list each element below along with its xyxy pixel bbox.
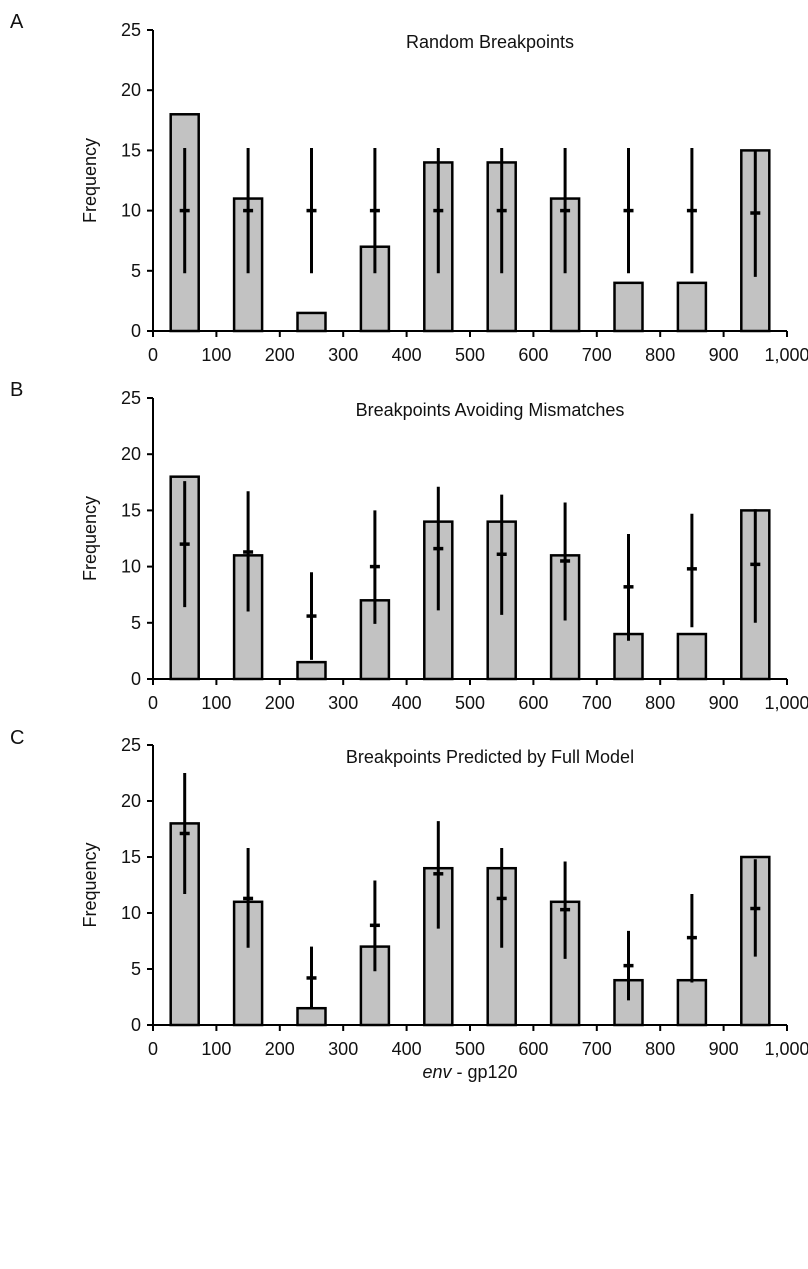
y-tick-label: 0	[131, 669, 141, 689]
y-tick-label: 5	[131, 261, 141, 281]
y-tick-label: 15	[121, 847, 141, 867]
x-tick-label: 600	[518, 693, 548, 713]
x-tick-label: 400	[392, 693, 422, 713]
panel-letter: A	[10, 11, 24, 33]
y-tick-label: 5	[131, 959, 141, 979]
y-tick-label: 15	[121, 140, 141, 160]
x-tick-label: 900	[709, 345, 739, 365]
x-tick-label: 300	[328, 345, 358, 365]
y-tick-label: 10	[121, 201, 141, 221]
y-axis-label: Frequency	[80, 496, 100, 581]
y-axis-label: Frequency	[80, 842, 100, 927]
x-tick-label: 300	[328, 693, 358, 713]
x-tick-label: 1,000	[764, 693, 808, 713]
chart-panel-c: C Breakpoints Predicted by Full Model Freq…	[10, 727, 808, 1059]
y-tick-label: 15	[121, 500, 141, 520]
x-tick-label: 1,000	[764, 1039, 808, 1059]
x-tick-label: 800	[645, 1039, 675, 1059]
bar	[296, 660, 327, 681]
x-tick-label: 500	[455, 1039, 485, 1059]
y-tick-label: 25	[121, 20, 141, 40]
bar	[613, 281, 644, 333]
y-tick-label: 5	[131, 613, 141, 633]
x-tick-label: 900	[709, 693, 739, 713]
x-tick-label: 500	[455, 693, 485, 713]
chart-panel-b: B Breakpoints Avoiding Mismatches Frequenc…	[10, 379, 808, 713]
x-tick-label: 900	[709, 1039, 739, 1059]
x-tick-label: 700	[582, 345, 612, 365]
y-tick-label: 0	[131, 1015, 141, 1035]
y-tick-label: 20	[121, 80, 141, 100]
y-tick-label: 25	[121, 388, 141, 408]
x-axis-label-rest: - gp120	[451, 1062, 517, 1082]
x-tick-label: 800	[645, 345, 675, 365]
x-axis-label: env - gp120	[422, 1062, 517, 1082]
y-tick-label: 10	[121, 557, 141, 577]
x-tick-label: 100	[201, 345, 231, 365]
panel-letter: C	[10, 727, 24, 749]
y-tick-label: 10	[121, 903, 141, 923]
x-tick-label: 800	[645, 693, 675, 713]
x-tick-label: 0	[148, 1039, 158, 1059]
x-tick-label: 200	[265, 1039, 295, 1059]
chart-title: Breakpoints Avoiding Mismatches	[356, 400, 625, 420]
y-tick-label: 20	[121, 444, 141, 464]
x-tick-label: 100	[201, 693, 231, 713]
x-tick-label: 0	[148, 345, 158, 365]
chart-panel-a: A Random Breakpoints Frequency 0 5 10 15 20 25 0 1…	[10, 11, 808, 365]
x-tick-label: 400	[392, 1039, 422, 1059]
x-tick-label: 0	[148, 693, 158, 713]
bar	[676, 632, 708, 681]
x-tick-label: 1,000	[764, 345, 808, 365]
x-axis-label-italic: env	[422, 1062, 452, 1082]
x-tick-label: 100	[201, 1039, 231, 1059]
y-axis-label: Frequency	[80, 138, 100, 223]
panel-letter: B	[10, 379, 23, 401]
y-tick-label: 0	[131, 321, 141, 341]
x-tick-label: 200	[265, 345, 295, 365]
bar	[676, 281, 708, 333]
x-tick-label: 200	[265, 693, 295, 713]
bar	[296, 1006, 327, 1027]
x-tick-label: 500	[455, 345, 485, 365]
x-tick-label: 600	[518, 345, 548, 365]
x-tick-label: 700	[582, 693, 612, 713]
chart-title: Breakpoints Predicted by Full Model	[346, 747, 634, 767]
x-tick-label: 700	[582, 1039, 612, 1059]
bar	[676, 978, 708, 1027]
y-tick-label: 20	[121, 791, 141, 811]
bar	[296, 311, 327, 333]
y-tick-label: 25	[121, 735, 141, 755]
chart-title: Random Breakpoints	[406, 32, 574, 52]
x-tick-label: 600	[518, 1039, 548, 1059]
x-tick-label: 300	[328, 1039, 358, 1059]
x-tick-label: 400	[392, 345, 422, 365]
